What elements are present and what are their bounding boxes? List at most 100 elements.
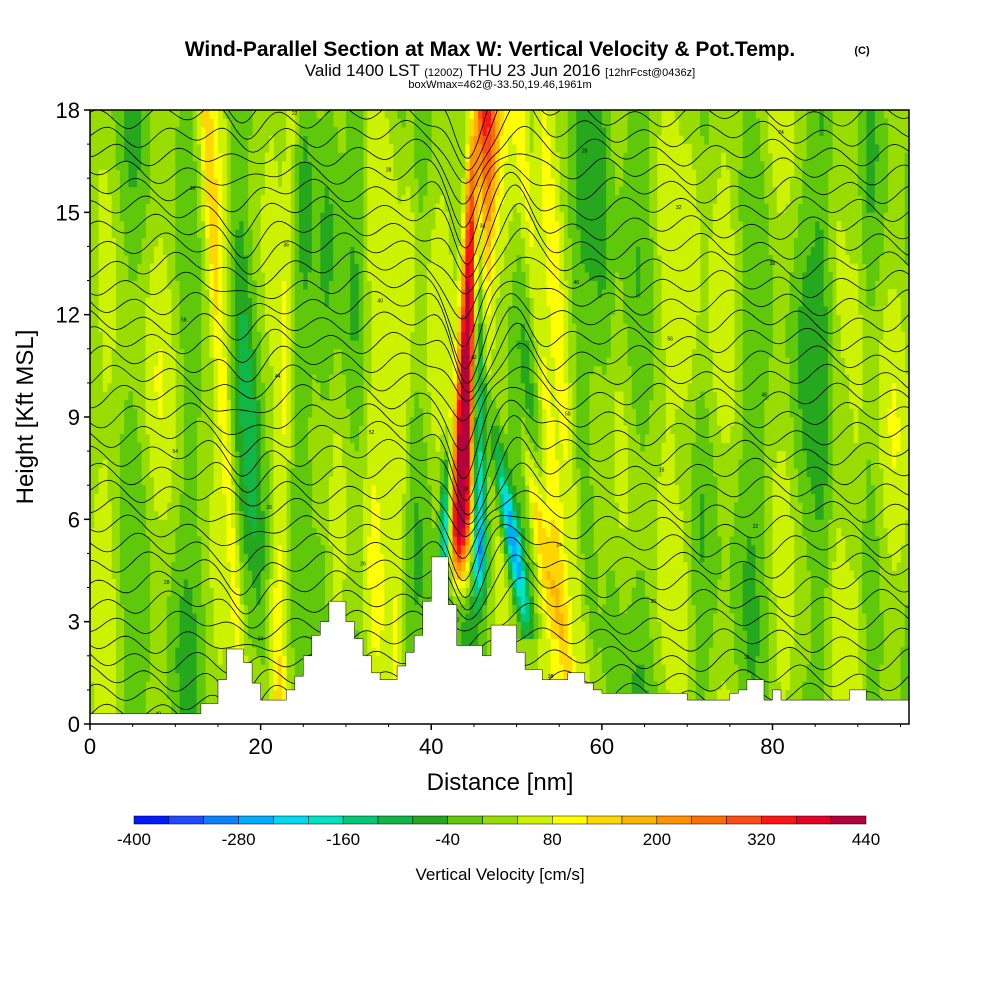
velocity-cell xyxy=(755,425,761,435)
velocity-cell xyxy=(111,621,116,631)
velocity-cell xyxy=(145,382,151,392)
velocity-cell xyxy=(153,391,159,401)
velocity-cell xyxy=(717,408,722,418)
velocity-cell xyxy=(98,664,104,674)
velocity-cell xyxy=(870,527,876,537)
velocity-cell xyxy=(746,544,752,554)
velocity-cell xyxy=(363,544,368,554)
velocity-cell xyxy=(759,399,765,409)
velocity-cell xyxy=(554,664,560,674)
velocity-cell xyxy=(94,544,99,554)
velocity-cell xyxy=(260,399,266,409)
velocity-cell xyxy=(563,408,569,418)
velocity-cell xyxy=(183,706,189,716)
velocity-cell xyxy=(256,451,262,461)
velocity-cell xyxy=(695,493,701,503)
velocity-cell xyxy=(815,570,820,580)
velocity-cell xyxy=(904,399,909,409)
velocity-cell xyxy=(405,553,411,563)
velocity-cell xyxy=(375,570,381,580)
velocity-cell xyxy=(192,493,198,503)
velocity-cell xyxy=(533,485,539,495)
velocity-cell xyxy=(102,621,108,631)
velocity-cell xyxy=(141,544,146,554)
velocity-cell xyxy=(307,613,313,623)
velocity-cell xyxy=(299,391,304,401)
velocity-cell xyxy=(264,459,270,469)
velocity-cell xyxy=(422,527,428,537)
velocity-cell xyxy=(482,408,488,418)
velocity-cell xyxy=(132,476,138,486)
velocity-cell xyxy=(563,502,569,512)
velocity-cell xyxy=(627,613,633,623)
velocity-cell xyxy=(798,399,803,409)
velocity-cell xyxy=(183,510,189,520)
velocity-cell xyxy=(810,544,816,554)
velocity-cell xyxy=(490,408,496,418)
velocity-cell xyxy=(866,689,872,699)
velocity-cell xyxy=(695,630,701,640)
velocity-cell xyxy=(806,689,812,699)
velocity-cell xyxy=(661,621,667,631)
velocity-cell xyxy=(776,570,782,580)
velocity-cell xyxy=(409,434,415,443)
velocity-cell xyxy=(832,630,837,640)
velocity-cell xyxy=(363,570,368,580)
velocity-cell xyxy=(107,604,112,614)
velocity-cell xyxy=(870,561,876,571)
velocity-cell xyxy=(333,570,338,580)
velocity-cell xyxy=(98,527,104,537)
velocity-cell xyxy=(763,613,769,623)
velocity-cell xyxy=(516,476,522,486)
velocity-cell xyxy=(781,519,786,529)
velocity-cell xyxy=(819,493,825,503)
velocity-cell xyxy=(525,553,530,563)
velocity-cell xyxy=(520,621,526,631)
velocity-cell xyxy=(200,604,206,614)
velocity-cell xyxy=(699,408,705,418)
velocity-cell xyxy=(375,527,381,537)
velocity-cell xyxy=(94,587,99,597)
velocity-cell xyxy=(456,476,462,486)
velocity-cell xyxy=(175,681,180,691)
velocity-cell xyxy=(384,502,389,512)
velocity-cell xyxy=(260,510,266,520)
velocity-cell xyxy=(870,655,876,665)
velocity-cell xyxy=(563,417,569,426)
velocity-cell xyxy=(781,536,786,546)
velocity-cell xyxy=(751,630,756,640)
velocity-cell xyxy=(721,689,726,699)
velocity-cell xyxy=(414,459,419,469)
velocity-cell xyxy=(738,570,744,580)
velocity-cell xyxy=(640,442,645,452)
velocity-cell xyxy=(503,613,509,623)
velocity-cell xyxy=(281,485,287,495)
velocity-cell xyxy=(896,408,901,418)
velocity-cell xyxy=(742,408,748,418)
velocity-cell xyxy=(618,672,624,682)
velocity-cell xyxy=(98,502,104,512)
velocity-cell xyxy=(452,544,458,554)
velocity-cell xyxy=(657,579,662,588)
velocity-cell xyxy=(102,493,108,503)
velocity-cell xyxy=(209,519,215,529)
velocity-cell xyxy=(674,681,680,691)
velocity-cell xyxy=(508,527,513,537)
velocity-cell xyxy=(256,604,262,614)
velocity-cell xyxy=(738,604,744,614)
velocity-cell xyxy=(473,604,479,614)
velocity-cell xyxy=(273,613,279,623)
velocity-cell xyxy=(819,613,825,623)
velocity-cell xyxy=(742,493,748,503)
velocity-cell xyxy=(559,519,564,529)
velocity-cell xyxy=(196,689,202,699)
velocity-cell xyxy=(482,391,488,401)
velocity-cell xyxy=(188,408,193,418)
velocity-cell xyxy=(482,553,488,563)
velocity-cell xyxy=(209,544,215,554)
velocity-cell xyxy=(252,425,257,435)
velocity-cell xyxy=(414,476,419,486)
velocity-cell xyxy=(495,587,500,597)
velocity-cell xyxy=(132,451,138,461)
velocity-cell xyxy=(256,485,262,495)
